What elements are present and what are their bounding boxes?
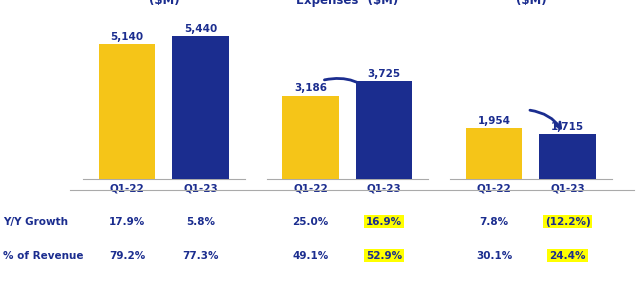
Text: 5.8%: 5.8% xyxy=(186,216,215,227)
Bar xyxy=(356,82,412,179)
Title: Volume-based
Expenses¹ ($M): Volume-based Expenses¹ ($M) xyxy=(296,0,399,7)
Text: (12.2%): (12.2%) xyxy=(545,216,591,227)
Bar xyxy=(540,134,596,179)
Bar xyxy=(282,95,339,179)
Text: 5,440: 5,440 xyxy=(184,24,217,34)
Text: 1,715: 1,715 xyxy=(551,122,584,132)
Text: 30.1%: 30.1% xyxy=(476,250,512,261)
Text: 3,725: 3,725 xyxy=(367,69,401,79)
Text: 3,186: 3,186 xyxy=(294,83,327,93)
Text: 16.9%: 16.9% xyxy=(366,216,402,227)
Text: 25.0%: 25.0% xyxy=(292,216,329,227)
Bar xyxy=(99,44,156,179)
Text: 7.8%: 7.8% xyxy=(479,216,509,227)
Text: 1,954: 1,954 xyxy=(477,116,511,126)
Text: 79.2%: 79.2% xyxy=(109,250,145,261)
Text: 5,140: 5,140 xyxy=(111,32,144,42)
Text: 17.9%: 17.9% xyxy=(109,216,145,227)
Text: 49.1%: 49.1% xyxy=(292,250,329,261)
Text: % of Revenue: % of Revenue xyxy=(3,250,84,261)
Bar xyxy=(172,37,229,179)
Bar xyxy=(466,128,522,179)
Text: Y/Y Growth: Y/Y Growth xyxy=(3,216,68,227)
Text: 24.4%: 24.4% xyxy=(549,250,586,261)
Title: Total Expenses
($M): Total Expenses ($M) xyxy=(115,0,213,7)
Title: Non-transaction
Related Expenses²
($M): Non-transaction Related Expenses² ($M) xyxy=(470,0,592,7)
Text: 77.3%: 77.3% xyxy=(182,250,219,261)
Text: 52.9%: 52.9% xyxy=(366,250,402,261)
